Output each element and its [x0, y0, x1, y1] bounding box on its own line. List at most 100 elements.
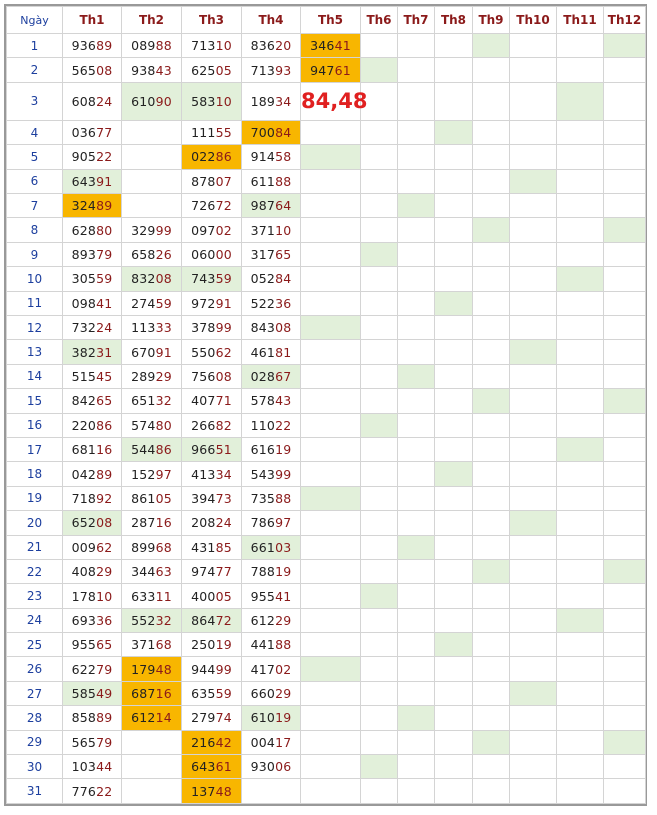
empty-cell [603, 754, 646, 780]
empty-cell [472, 656, 510, 682]
empty-cell [556, 534, 604, 560]
empty-cell [397, 193, 435, 219]
column-header-month-11: Th11 [556, 6, 604, 34]
day-number: 10 [6, 266, 63, 292]
result-digits-lead: 544 [131, 442, 156, 458]
result-digits-lead: 565 [71, 734, 97, 750]
result-cell: 10344 [62, 754, 122, 780]
empty-cell [509, 729, 557, 756]
empty-cell [472, 754, 510, 780]
empty-cell [360, 119, 398, 146]
empty-cell [360, 510, 398, 536]
result-digits-lead: 788 [250, 564, 276, 580]
empty-cell [556, 632, 604, 658]
empty-cell [509, 315, 557, 341]
result-digits-lead: 658 [131, 247, 156, 263]
result-cell: 41702 [241, 656, 301, 682]
result-cell: 57480 [121, 412, 182, 438]
table-row: 5 90522 02286 91458 [6, 144, 646, 170]
empty-cell [509, 290, 557, 317]
result-digits-lead: 732 [71, 320, 97, 336]
empty-cell [603, 412, 646, 438]
empty-cell [603, 778, 646, 804]
empty-cell [509, 558, 557, 585]
empty-cell [360, 193, 398, 219]
table-row: 28 85889 61214 27974 61019 [6, 705, 646, 731]
result-digits-lead: 220 [71, 417, 97, 433]
empty-cell [472, 680, 510, 707]
result-digits-tail: 43 [275, 393, 292, 409]
column-header-month-7: Th7 [397, 6, 435, 34]
empty-cell [360, 168, 398, 195]
empty-cell [434, 778, 473, 804]
empty-cell [121, 119, 182, 146]
empty-cell [603, 266, 646, 292]
empty-cell [472, 81, 510, 121]
result-digits-lead: 515 [71, 368, 97, 384]
day-number: 19 [6, 485, 63, 512]
empty-cell [509, 705, 557, 731]
result-digits-lead: 583 [191, 93, 216, 109]
result-digits-lead: 287 [131, 515, 156, 531]
result-digits-lead: 407 [191, 393, 216, 409]
empty-cell [509, 485, 557, 512]
result-digits-lead: 052 [250, 271, 276, 287]
table-row: 3 60824 61090 58310 18934 84,48 [6, 81, 646, 121]
table-row: 6 64391 87807 61188 [6, 168, 646, 195]
result-digits-tail: 41 [275, 588, 292, 604]
result-digits-tail: 36 [275, 295, 292, 311]
result-cell: 40829 [62, 558, 122, 585]
result-digits-lead: 137 [191, 783, 216, 799]
empty-cell [509, 144, 557, 170]
result-cell: 56579 [62, 729, 122, 756]
result-digits-lead: 208 [191, 515, 216, 531]
result-digits-tail: 91 [215, 295, 232, 311]
result-digits-tail: 74 [215, 710, 232, 726]
empty-cell [360, 388, 398, 414]
empty-cell [397, 729, 435, 756]
result-cell: 89968 [121, 534, 182, 560]
result-digits-lead: 329 [131, 222, 156, 238]
result-cell: 61019 [241, 705, 301, 731]
result-digits-tail: 48 [155, 661, 172, 677]
empty-cell [556, 266, 604, 292]
empty-cell [397, 680, 435, 707]
result-digits-lead: 113 [131, 320, 156, 336]
result-cell: 40005 [181, 583, 242, 609]
header-row: Ngày Th1 Th2 Th3 Th4 Th5 Th6 Th7 Th8 Th9 Th10 Th11 T… [6, 6, 646, 34]
result-digits-tail: 19 [275, 564, 292, 580]
result-digits-lead: 616 [250, 442, 276, 458]
result-cell: 75608 [181, 363, 242, 390]
result-cell: 84308 [241, 315, 301, 341]
result-digits-lead: 578 [250, 393, 276, 409]
empty-cell [472, 217, 510, 243]
result-digits-tail: 22 [96, 149, 113, 165]
result-digits-lead: 726 [191, 198, 216, 214]
result-digits-lead: 394 [191, 490, 216, 506]
result-cell: 34641 [300, 32, 361, 59]
empty-cell [397, 534, 435, 560]
empty-cell [121, 729, 182, 756]
result-cell: 54486 [121, 436, 182, 463]
result-digits-tail: 99 [215, 661, 232, 677]
empty-cell [360, 290, 398, 317]
result-digits-lead: 417 [250, 661, 276, 677]
empty-cell [509, 461, 557, 487]
empty-cell [397, 485, 435, 512]
empty-cell [434, 705, 473, 731]
empty-cell [509, 436, 557, 463]
table-row: 4 03677 11155 70084 [6, 119, 646, 146]
result-digits-tail: 80 [96, 222, 113, 238]
result-digits-lead: 944 [191, 661, 216, 677]
column-header-month-6: Th6 [360, 6, 398, 34]
day-number: 2 [6, 57, 63, 83]
result-digits-lead: 843 [250, 320, 276, 336]
empty-cell [472, 510, 510, 536]
result-cell: 09841 [62, 290, 122, 317]
result-digits-lead: 042 [71, 466, 97, 482]
empty-cell [472, 193, 510, 219]
day-number: 3 [6, 81, 63, 121]
result-digits-tail: 05 [155, 490, 172, 506]
empty-cell [360, 32, 398, 59]
result-digits-lead: 861 [131, 490, 156, 506]
